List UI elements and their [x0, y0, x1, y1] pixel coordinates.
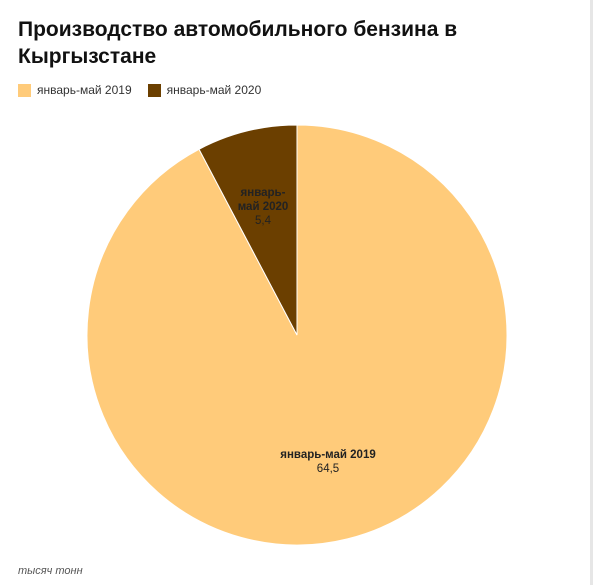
chart-title: Производство автомобильного бензина в Кы…	[18, 18, 458, 68]
slice-label-2020-line-0: январь-	[241, 187, 286, 199]
slice-value-2019: 64,5	[317, 463, 339, 475]
legend-item-2019: январь-май 2019	[18, 83, 132, 97]
legend: январь-май 2019 январь-май 2020	[18, 83, 277, 97]
slice-label-2019-line-0: январь-май 2019	[280, 449, 376, 461]
pie-slice-2020	[198, 124, 298, 336]
slice-value-2020: 5,4	[255, 215, 272, 227]
legend-item-2020: январь-май 2020	[147, 83, 262, 97]
legend-label-2020: январь-май 2020	[166, 83, 262, 97]
legend-label-2019: январь-май 2019	[37, 83, 132, 97]
legend-swatch-2019	[18, 83, 31, 97]
unit-note: тысяч тонн	[18, 565, 83, 577]
legend-swatch-2020	[147, 83, 161, 97]
frame-edge	[590, 0, 593, 585]
slice-label-2020-line-1: май 2020	[238, 201, 289, 213]
